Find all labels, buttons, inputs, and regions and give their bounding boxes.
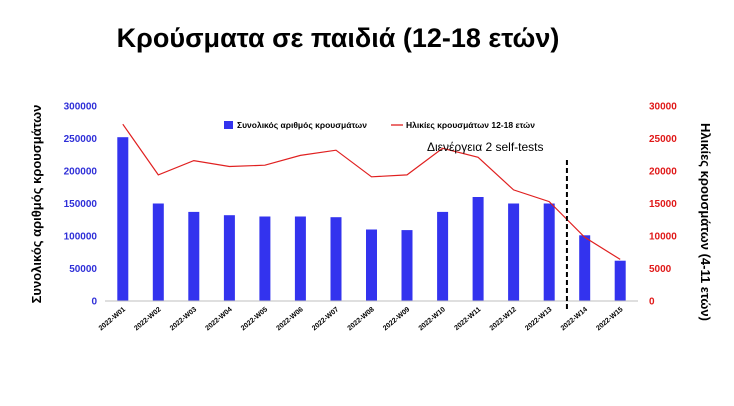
- category-label: 2022-W12: [489, 306, 518, 332]
- category-label: 2022-W05: [240, 306, 269, 332]
- right-tick-label: 25000: [649, 134, 677, 145]
- right-tick-label: 30000: [649, 102, 677, 113]
- left-tick-label: 50000: [69, 264, 97, 275]
- category-label: 2022-W15: [595, 306, 624, 332]
- bar: [401, 230, 413, 301]
- category-label: 2022-W04: [204, 306, 233, 332]
- annotation-label: Διενέργεια 2 self-tests: [427, 140, 544, 154]
- category-label: 2022-W11: [453, 306, 482, 332]
- bar: [117, 137, 129, 301]
- category-labels: 2022-W01 2022-W02 2022-W03 2022-W04 2022-W05…: [98, 306, 625, 332]
- bar: [188, 211, 200, 301]
- right-tick-label: 20000: [649, 167, 677, 178]
- legend-bar-swatch: [224, 121, 233, 129]
- category-label: 2022-W10: [418, 306, 447, 332]
- category-label: 2022-W08: [347, 306, 376, 332]
- right-tick-label: 15000: [649, 199, 677, 210]
- bar-series: [117, 137, 626, 301]
- category-label: 2022-W13: [524, 306, 553, 332]
- chart-title: Κρούσματα σε παιδιά (12-18 ετών): [117, 23, 560, 53]
- category-label: 2022-W09: [382, 306, 411, 332]
- right-tick-label: 10000: [649, 232, 677, 243]
- left-tick-label: 250000: [64, 134, 98, 145]
- category-label: 2022-W06: [275, 306, 304, 332]
- left-axis-ticks: 0 50000 100000 150000 200000 250000 300000: [64, 102, 98, 308]
- right-tick-label: 5000: [649, 264, 672, 275]
- left-tick-label: 300000: [64, 102, 98, 113]
- bar: [579, 235, 591, 301]
- legend: Συνολικός αριθμός κρουσμάτων Ηλικίες κρο…: [224, 120, 535, 130]
- right-tick-label: 0: [649, 297, 655, 308]
- bar: [437, 211, 449, 301]
- category-label: 2022-W07: [311, 306, 340, 332]
- legend-bar-label: Συνολικός αριθμός κρουσμάτων: [237, 120, 367, 130]
- y-axis-title: Συνολικός αριθμός κρουσμάτων: [29, 105, 44, 304]
- bar: [330, 217, 342, 301]
- left-tick-label: 0: [91, 297, 97, 308]
- legend-line-label: Ηλικίες κρουσμάτων 12-18 ετών: [406, 120, 535, 130]
- left-tick-label: 150000: [64, 199, 98, 210]
- bar: [614, 260, 626, 301]
- bar: [223, 215, 235, 301]
- category-label: 2022-W02: [133, 306, 162, 332]
- category-label: 2022-W03: [169, 306, 198, 332]
- right-axis-ticks: 0 5000 10000 15000 20000 25000 30000: [649, 102, 677, 308]
- category-label: 2022-W14: [560, 306, 589, 332]
- bar: [472, 197, 484, 301]
- bar: [543, 203, 555, 301]
- line-series: [122, 123, 621, 260]
- y2-axis-title: Ηλικίες κρουσμάτων (4-11 ετών): [698, 123, 713, 321]
- bar: [508, 203, 520, 301]
- bar: [366, 229, 377, 301]
- bar: [259, 216, 271, 301]
- bar: [294, 216, 306, 301]
- category-label: 2022-W01: [98, 306, 127, 332]
- left-tick-label: 200000: [64, 167, 98, 178]
- bar: [152, 203, 164, 301]
- left-tick-label: 100000: [64, 232, 98, 243]
